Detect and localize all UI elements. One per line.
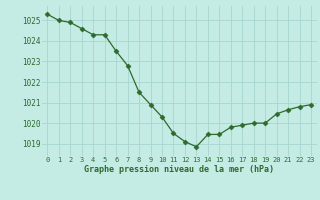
- X-axis label: Graphe pression niveau de la mer (hPa): Graphe pression niveau de la mer (hPa): [84, 165, 274, 174]
